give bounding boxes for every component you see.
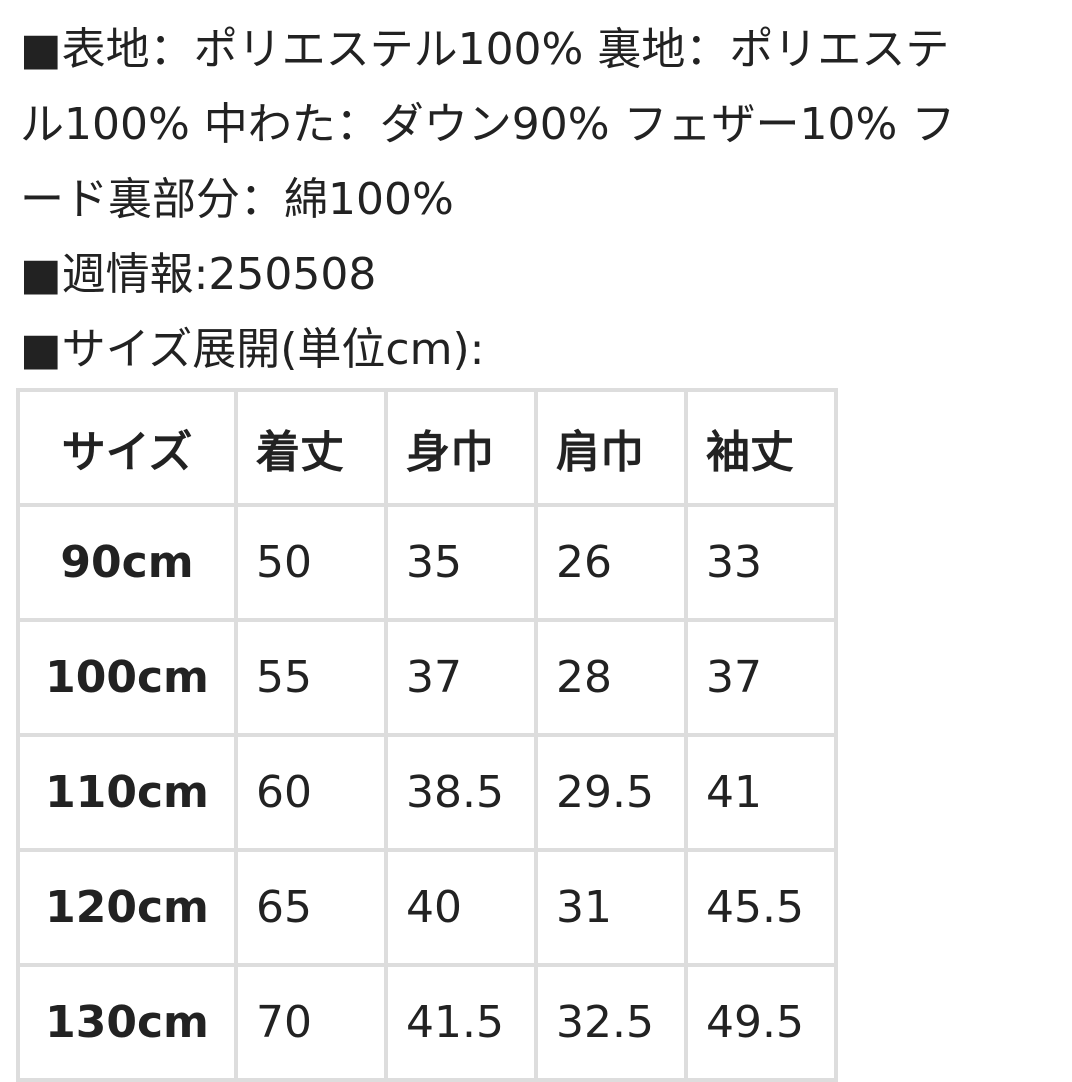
size-table: サイズ 着丈 身巾 肩巾 袖丈 90cm 50 35 26 33 100cm 55 37 28 37 110… <box>16 388 838 1082</box>
size-cell: 130cm <box>20 967 234 1078</box>
value-cell: 26 <box>538 507 684 618</box>
value-cell: 29.5 <box>538 737 684 848</box>
value-cell: 28 <box>538 622 684 733</box>
text-line: ル100% 中わた：ダウン90% フェザー10% フ <box>20 99 956 150</box>
value-cell: 45.5 <box>688 852 834 963</box>
value-cell: 49.5 <box>688 967 834 1078</box>
value-cell: 38.5 <box>388 737 534 848</box>
table-row: 100cm 55 37 28 37 <box>20 622 834 733</box>
value-cell: 41.5 <box>388 967 534 1078</box>
header-cell: 着丈 <box>238 392 384 503</box>
table-row: 130cm 70 41.5 32.5 49.5 <box>20 967 834 1078</box>
value-cell: 35 <box>388 507 534 618</box>
value-cell: 31 <box>538 852 684 963</box>
value-cell: 65 <box>238 852 384 963</box>
value-cell: 32.5 <box>538 967 684 1078</box>
value-cell: 55 <box>238 622 384 733</box>
value-cell: 70 <box>238 967 384 1078</box>
header-row: サイズ 着丈 身巾 肩巾 袖丈 <box>20 392 834 503</box>
size-cell: 100cm <box>20 622 234 733</box>
size-cell: 120cm <box>20 852 234 963</box>
table-row: 110cm 60 38.5 29.5 41 <box>20 737 834 848</box>
table-row: 120cm 65 40 31 45.5 <box>20 852 834 963</box>
value-cell: 33 <box>688 507 834 618</box>
value-cell: 37 <box>388 622 534 733</box>
text-line: ■週情報:250508 <box>20 249 377 300</box>
value-cell: 37 <box>688 622 834 733</box>
table-row: 90cm 50 35 26 33 <box>20 507 834 618</box>
header-cell: 身巾 <box>388 392 534 503</box>
text-line: ■サイズ展開(単位cm): <box>20 324 485 375</box>
header-cell: 肩巾 <box>538 392 684 503</box>
value-cell: 41 <box>688 737 834 848</box>
size-cell: 110cm <box>20 737 234 848</box>
value-cell: 60 <box>238 737 384 848</box>
value-cell: 40 <box>388 852 534 963</box>
text-line: ■表地：ポリエステル100% 裏地：ポリエステ <box>20 24 950 75</box>
value-cell: 50 <box>238 507 384 618</box>
size-cell: 90cm <box>20 507 234 618</box>
header-cell: サイズ <box>20 392 234 503</box>
text-line: ード裏部分：綿100% <box>20 174 454 225</box>
header-cell: 袖丈 <box>688 392 834 503</box>
